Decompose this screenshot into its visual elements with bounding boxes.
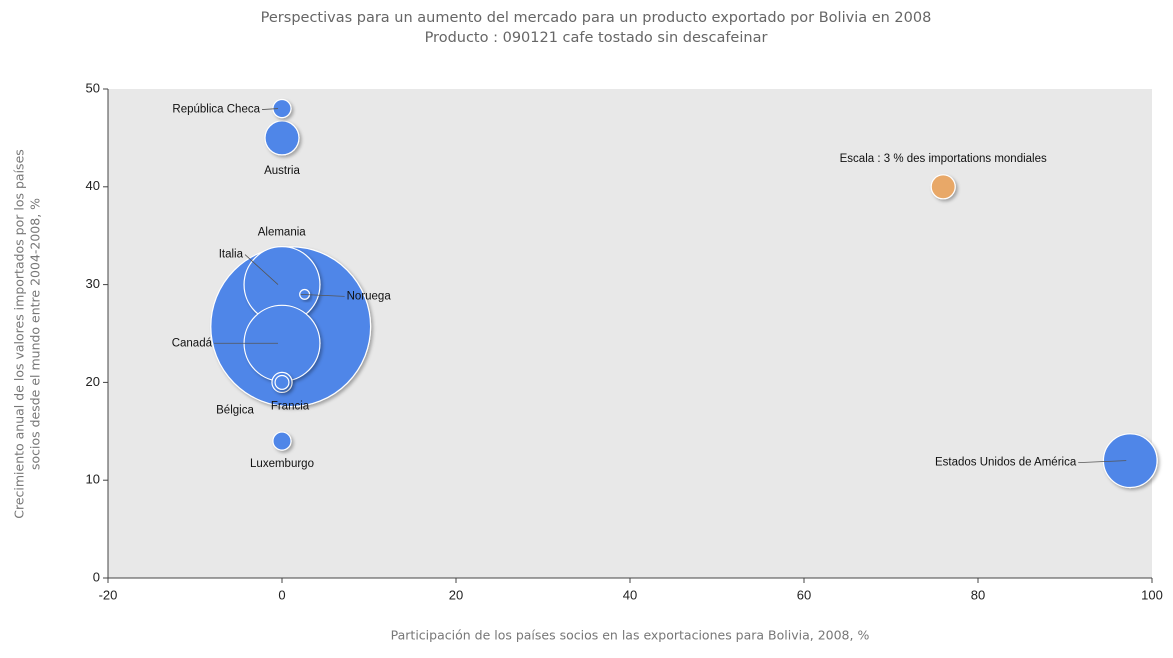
- bubble-label: Canadá: [172, 337, 213, 349]
- chart-subtitle: Producto : 090121 cafe tostado sin desca…: [425, 30, 768, 46]
- leader-line: [261, 108, 279, 110]
- leader-line: [1078, 460, 1127, 464]
- bubble-label: Luxemburgo: [250, 458, 314, 470]
- bubble: [274, 374, 290, 390]
- x-tick-label: 80: [971, 587, 985, 602]
- bubble: [264, 120, 300, 156]
- x-tick-label: 100: [1141, 587, 1163, 602]
- y-tick-label: 40: [86, 178, 100, 193]
- y-axis-title: Crecimiento anual de los valores importa…: [12, 149, 27, 519]
- y-tick-label: 50: [86, 80, 100, 95]
- y-tick-label: 30: [86, 276, 100, 291]
- x-tick-label: 60: [797, 587, 811, 602]
- x-tick-label: 0: [278, 587, 285, 602]
- bubble: [272, 431, 292, 451]
- bubble-label: Bélgica: [216, 404, 254, 416]
- bubble-label: Noruega: [347, 290, 392, 302]
- x-axis-title: Participación de los países socios en la…: [391, 628, 870, 643]
- bubble-label: Alemania: [258, 227, 307, 239]
- bubble-label: Estados Unidos de América: [935, 457, 1077, 469]
- bubble: [1102, 433, 1158, 489]
- bubble-label: República Checa: [172, 104, 260, 116]
- leader-line: [244, 254, 279, 285]
- bubble-label: Francia: [271, 400, 310, 412]
- scale-label: Escala : 3 % des importations mondiales: [840, 153, 1047, 165]
- bubble-label: Italia: [219, 249, 244, 261]
- y-tick-label: 0: [93, 569, 100, 584]
- leader-line: [300, 293, 345, 297]
- x-tick-label: 20: [449, 587, 463, 602]
- x-tick-label: 40: [623, 587, 637, 602]
- x-tick-label: -20: [99, 587, 118, 602]
- bubble: [930, 174, 956, 200]
- chart-title: Perspectivas para un aumento del mercado…: [261, 10, 932, 26]
- y-axis-title: socios desde el mundo entre 2004-2008, %: [28, 198, 43, 470]
- y-tick-label: 20: [86, 374, 100, 389]
- y-tick-label: 10: [86, 472, 100, 487]
- bubble-label: Austria: [264, 165, 300, 177]
